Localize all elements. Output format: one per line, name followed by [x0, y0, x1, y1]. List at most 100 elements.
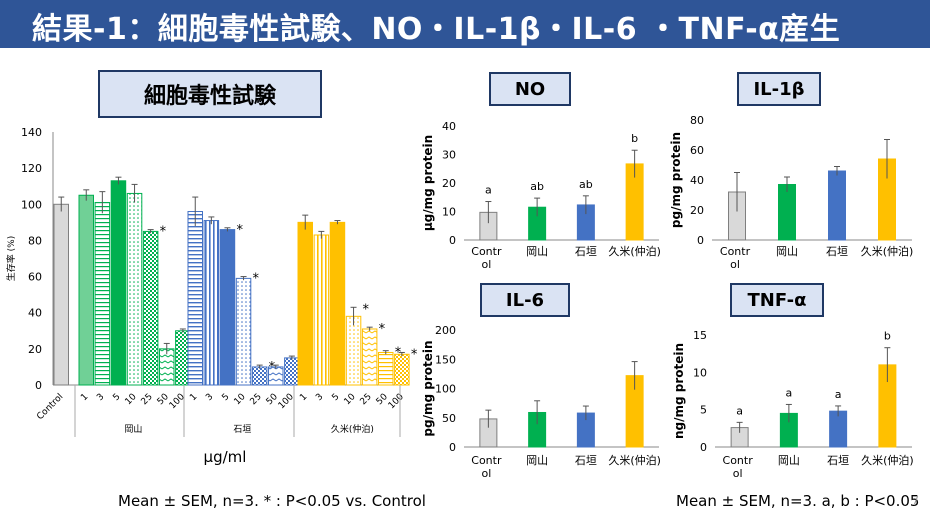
- footnote-right: Mean ± SEM, n=3. a, b : P<0.05: [676, 492, 920, 510]
- y-axis-label: ng/mg protein: [672, 343, 686, 439]
- cyto-bar: [53, 203, 69, 386]
- category-label: 岡山: [778, 454, 800, 467]
- category-label: 石垣: [575, 245, 597, 258]
- y-tick-label: 40: [442, 120, 456, 133]
- cyto-bar: [110, 180, 127, 386]
- page-number: 7: [912, 494, 919, 507]
- tnf-title-box: TNF-α: [730, 283, 824, 317]
- il1b-title-box: IL-1β: [737, 72, 821, 106]
- group-label: 石垣: [233, 424, 251, 435]
- significance-mark: *: [160, 225, 167, 240]
- category-label: ol: [730, 258, 740, 271]
- category-label: Contr: [471, 245, 502, 258]
- significance-mark: *: [363, 302, 370, 317]
- x-tick-label: 10: [233, 392, 248, 407]
- x-tick-label: 25: [359, 392, 374, 407]
- il1b-title: IL-1β: [753, 78, 805, 100]
- cyto-bar: [297, 221, 313, 386]
- cyto-bar: [345, 315, 362, 386]
- y-tick-label: 120: [21, 162, 42, 175]
- x-tick-label: 100: [387, 392, 406, 411]
- category-label: Contr: [471, 454, 502, 467]
- y-tick-label: 15: [693, 329, 707, 342]
- category-label: Contr: [720, 245, 751, 258]
- cytotoxicity-title-box: 細胞毒性試験: [98, 70, 322, 118]
- significance-mark: *: [379, 322, 386, 337]
- y-tick-label: 60: [28, 271, 42, 284]
- cyto-bar: [78, 194, 94, 386]
- cyto-bar: [235, 277, 252, 386]
- x-tick-label: 1: [79, 392, 90, 403]
- group-label: 久米(仲泊): [331, 423, 374, 435]
- x-axis-label: μg/ml: [204, 448, 247, 466]
- category-label: 久米(仲泊): [608, 453, 661, 467]
- group-label: 岡山: [124, 424, 142, 435]
- category-label: 石垣: [575, 454, 597, 467]
- category-label: ol: [733, 467, 743, 480]
- cyto-bar: [361, 328, 378, 386]
- category-label: ol: [481, 467, 491, 480]
- y-tick-label: 0: [35, 379, 42, 392]
- cyto-bar: [268, 366, 284, 386]
- cyto-bar: [94, 201, 111, 386]
- x-tick-label: 5: [330, 392, 341, 403]
- x-tick-label: Control: [35, 392, 65, 422]
- cyto-bar: [394, 353, 410, 386]
- category-label: 岡山: [526, 454, 548, 467]
- category-label: 岡山: [776, 245, 798, 258]
- y-tick-label: 100: [435, 383, 456, 396]
- category-label: 岡山: [526, 245, 548, 258]
- y-tick-label: 0: [449, 441, 456, 454]
- significance-mark: *: [411, 347, 418, 362]
- category-label: Contr: [723, 454, 754, 467]
- significance-letter: ab: [579, 178, 593, 191]
- bar: [829, 410, 848, 448]
- y-tick-label: 5: [700, 404, 707, 417]
- x-tick-label: 1: [188, 392, 199, 403]
- il6-title: IL-6: [505, 289, 545, 311]
- y-tick-label: 30: [442, 149, 456, 162]
- y-tick-label: 80: [28, 234, 42, 247]
- category-label: 石垣: [826, 245, 848, 258]
- x-tick-label: 1: [298, 392, 309, 403]
- cyto-bar: [142, 230, 159, 386]
- no-title: NO: [514, 78, 546, 100]
- no-title-box: NO: [489, 72, 571, 106]
- cyto-bar: [329, 221, 346, 386]
- y-tick-label: 150: [435, 353, 456, 366]
- significance-letter: b: [631, 132, 638, 145]
- y-axis-label: pg/mg protein: [669, 132, 683, 228]
- y-tick-label: 20: [28, 343, 42, 356]
- category-label: 久米(仲泊): [861, 453, 914, 467]
- y-axis-label: pg/mg protein: [421, 340, 435, 436]
- y-tick-label: 10: [442, 206, 456, 219]
- x-tick-label: 5: [111, 392, 122, 403]
- category-label: ol: [481, 258, 491, 271]
- y-tick-label: 200: [435, 324, 456, 337]
- y-tick-label: 20: [442, 177, 456, 190]
- cyto-bar: [126, 192, 143, 386]
- x-tick-label: 25: [249, 392, 264, 407]
- significance-letter: a: [786, 386, 793, 399]
- x-tick-label: 25: [140, 392, 155, 407]
- cyto-bar: [251, 366, 268, 386]
- significance-letter: a: [485, 184, 492, 197]
- significance-mark: *: [395, 346, 402, 361]
- y-tick-label: 100: [21, 198, 42, 211]
- bar: [828, 170, 846, 241]
- significance-letter: a: [736, 404, 743, 417]
- tnf-title: TNF-α: [747, 289, 807, 311]
- y-tick-label: 0: [697, 234, 704, 247]
- footnote-left: Mean ± SEM, n=3. * : P<0.05 vs. Control: [118, 492, 426, 510]
- cyto-bar: [378, 351, 394, 386]
- x-tick-label: 3: [204, 392, 215, 403]
- y-tick-label: 40: [28, 307, 42, 320]
- y-tick-label: 20: [690, 204, 704, 217]
- y-tick-label: 50: [442, 412, 456, 425]
- significance-mark: *: [236, 223, 243, 238]
- x-tick-label: 5: [220, 392, 231, 403]
- cytotoxicity-title: 細胞毒性試験: [143, 84, 276, 109]
- y-tick-label: 0: [700, 441, 707, 454]
- x-tick-label: 10: [343, 392, 358, 407]
